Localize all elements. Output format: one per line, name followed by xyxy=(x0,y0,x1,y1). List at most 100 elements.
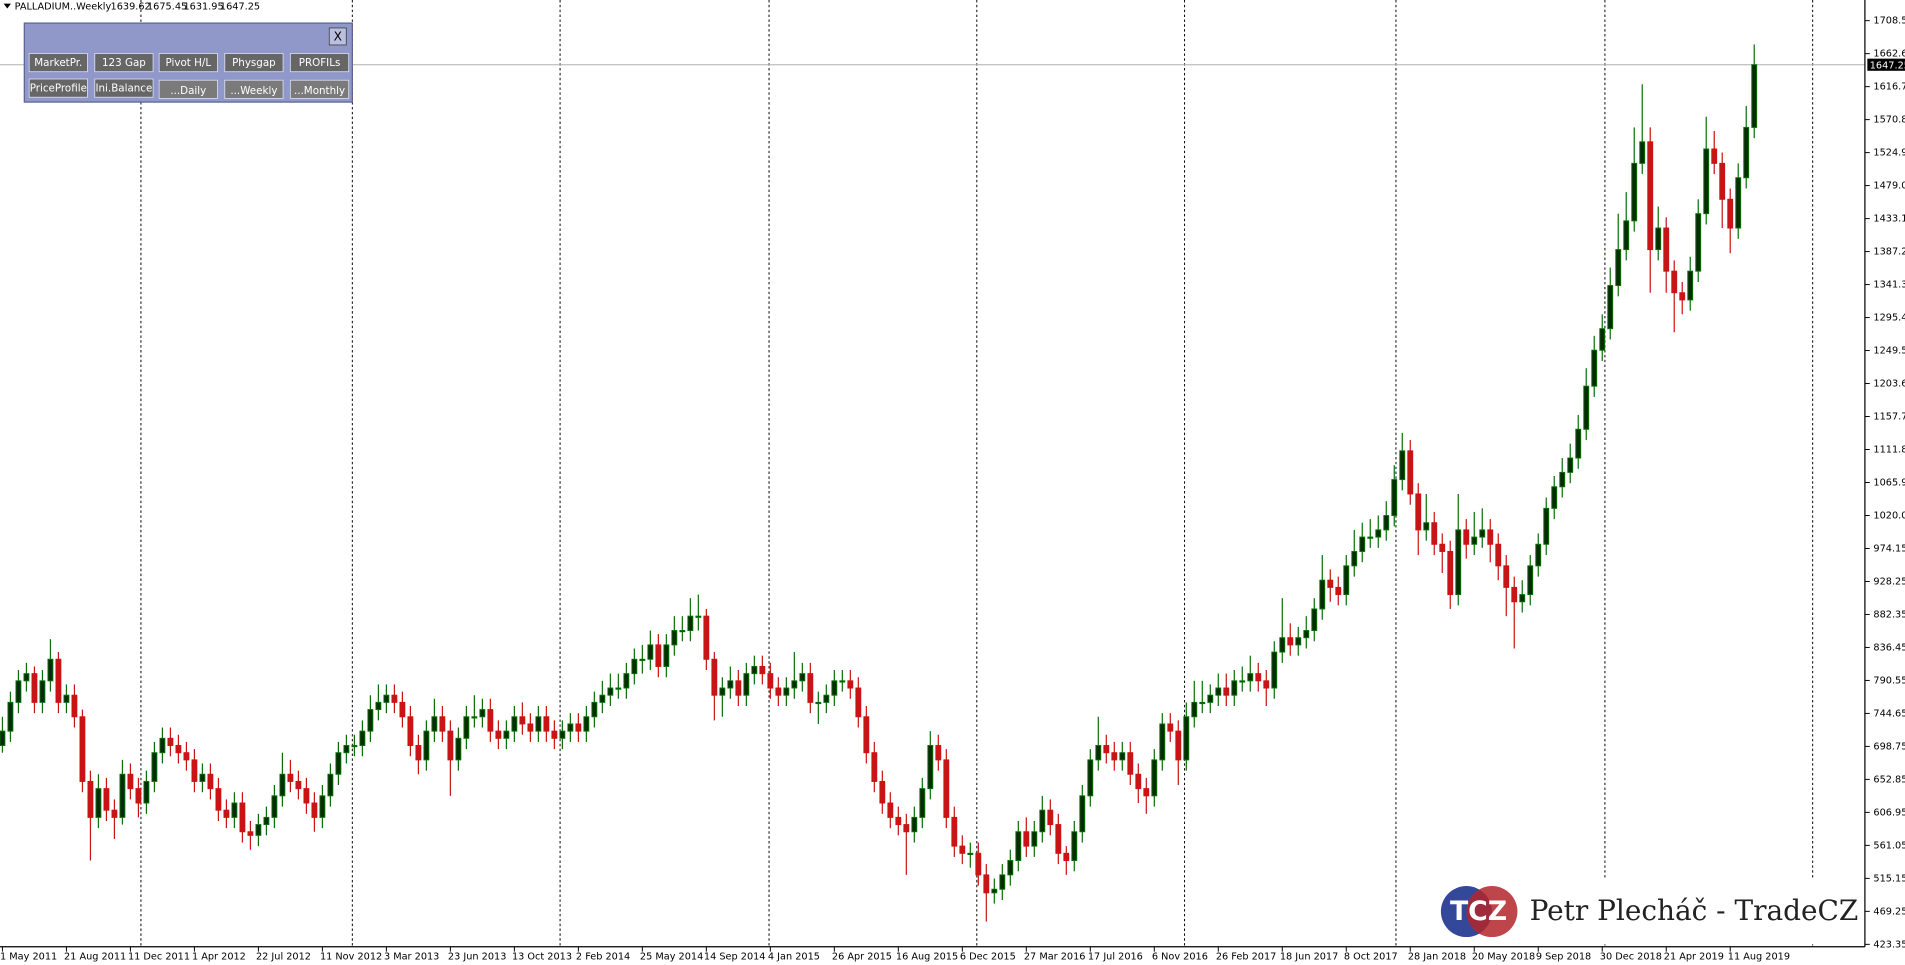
candle-body xyxy=(103,788,110,811)
candle-body xyxy=(639,658,646,661)
candle-body xyxy=(375,701,382,711)
panel-button-label[interactable]: Physgap xyxy=(232,57,276,69)
panel-button[interactable]: PriceProfile xyxy=(28,78,88,98)
x-tick-label: 21 Apr 2019 xyxy=(1664,951,1724,962)
time-axis: 1 May 2011 21 Aug 2011 11 Dec 2011 1 Apr 20… xyxy=(0,946,1790,962)
panel-button-box[interactable] xyxy=(158,53,218,73)
panel-button-box[interactable] xyxy=(224,53,284,73)
y-tick-label: 1524.95 xyxy=(1873,148,1905,159)
panel-button-label[interactable]: Ini.Balance xyxy=(95,83,152,95)
y-tick-label: 1570.85 xyxy=(1873,115,1905,126)
x-tick-label: 16 Aug 2015 xyxy=(896,951,958,962)
panel-button-box[interactable] xyxy=(28,78,88,98)
candle-body xyxy=(1319,579,1326,610)
candle-body xyxy=(1327,579,1334,588)
close-button[interactable]: X xyxy=(328,27,347,46)
candle-body xyxy=(1391,479,1398,517)
candle-body xyxy=(967,852,974,856)
candle-body xyxy=(735,680,742,696)
candle-body xyxy=(255,824,262,836)
panel-button[interactable]: ...Monthly xyxy=(289,79,350,99)
candle-body xyxy=(279,773,286,797)
panel-button[interactable]: PROFILs xyxy=(289,53,350,73)
candle-body xyxy=(1071,831,1078,861)
logo-text: TCZ xyxy=(1450,896,1507,927)
candle-body xyxy=(495,730,502,739)
candle-body xyxy=(1399,450,1406,481)
panel-button[interactable]: Pivot H/L xyxy=(158,53,218,73)
close-button-box[interactable] xyxy=(328,27,347,46)
candle-body xyxy=(1279,637,1286,653)
x-tick-label: 18 Jun 2017 xyxy=(1280,951,1338,962)
panel-button[interactable]: ...Weekly xyxy=(224,79,284,99)
candle-body xyxy=(1439,543,1446,552)
panel-button[interactable]: MarketPr. xyxy=(28,53,88,73)
panel-button-box[interactable] xyxy=(289,53,350,73)
candle-body xyxy=(1127,752,1134,775)
candle-body xyxy=(711,658,718,696)
candle-body xyxy=(167,737,174,746)
panel-button-box[interactable] xyxy=(28,53,88,73)
x-tick-label: 22 Jul 2012 xyxy=(256,951,311,962)
panel-button-label[interactable]: ...Weekly xyxy=(230,85,277,97)
candle-body xyxy=(1727,198,1734,229)
candle-body xyxy=(1743,126,1750,179)
candle-body xyxy=(1111,752,1118,761)
candle-body xyxy=(439,716,446,732)
x-tick-label: 6 Dec 2015 xyxy=(960,951,1016,962)
close-button-label[interactable]: X xyxy=(334,30,342,44)
panel-button[interactable]: Physgap xyxy=(224,53,284,73)
panel-button-box[interactable] xyxy=(289,79,350,99)
candle-body xyxy=(1231,680,1238,696)
candle-body xyxy=(847,680,854,689)
x-tick-label: 17 Jul 2016 xyxy=(1088,951,1143,962)
candle-body xyxy=(239,802,246,833)
candle-body xyxy=(767,673,774,689)
candle-body xyxy=(223,809,230,818)
candle-body xyxy=(1711,148,1718,164)
x-tick-label: 3 Mar 2013 xyxy=(384,951,439,962)
y-tick-label: 469.25 xyxy=(1873,906,1905,917)
candle-body xyxy=(1183,716,1190,761)
candle-body xyxy=(1167,723,1174,732)
candle-body xyxy=(1351,550,1358,567)
panel-button-box[interactable] xyxy=(224,79,284,99)
panel-button-label[interactable]: PROFILs xyxy=(299,57,341,69)
header-arrow xyxy=(3,3,11,9)
panel-button[interactable]: ...Daily xyxy=(158,79,218,99)
panel-button-box[interactable] xyxy=(94,53,154,73)
panel-button-label[interactable]: PriceProfile xyxy=(30,83,87,95)
candle-body xyxy=(399,701,406,718)
candle-body xyxy=(1719,162,1726,200)
panel-button-label[interactable]: ...Monthly xyxy=(294,85,345,97)
panel-button-label[interactable]: MarketPr. xyxy=(34,57,82,69)
panel-button-box[interactable] xyxy=(94,78,154,98)
panel-button-box[interactable] xyxy=(158,79,218,99)
panel-button-label[interactable]: ...Daily xyxy=(170,85,206,97)
candle-body xyxy=(983,874,990,894)
panel-button[interactable]: Ini.Balance xyxy=(94,78,154,98)
watermark-text: Petr Plecháč - TradeCZ xyxy=(1530,894,1859,927)
candle-body xyxy=(1687,270,1694,301)
panel-button-label[interactable]: Pivot H/L xyxy=(166,57,212,69)
candle-body xyxy=(1255,673,1262,682)
y-tick-label: 1433.15 xyxy=(1873,214,1905,225)
candle-body xyxy=(1383,515,1390,531)
candle-body xyxy=(1159,723,1166,761)
candle-body xyxy=(943,759,950,818)
candle-body xyxy=(559,730,566,739)
panel-button[interactable]: 123 Gap xyxy=(94,53,154,73)
candle-body xyxy=(919,788,926,818)
candle-body xyxy=(343,745,350,754)
candle-body xyxy=(1519,594,1526,603)
x-tick-label: 26 Feb 2017 xyxy=(1216,951,1276,962)
candle-body xyxy=(1607,285,1614,330)
candle-body xyxy=(351,745,358,748)
panel-button-label[interactable]: 123 Gap xyxy=(102,57,146,69)
candle-body xyxy=(1639,141,1646,164)
candle-body xyxy=(535,716,542,732)
candle-body xyxy=(663,644,670,667)
candle-body xyxy=(1151,759,1158,797)
candle-body xyxy=(471,716,478,719)
